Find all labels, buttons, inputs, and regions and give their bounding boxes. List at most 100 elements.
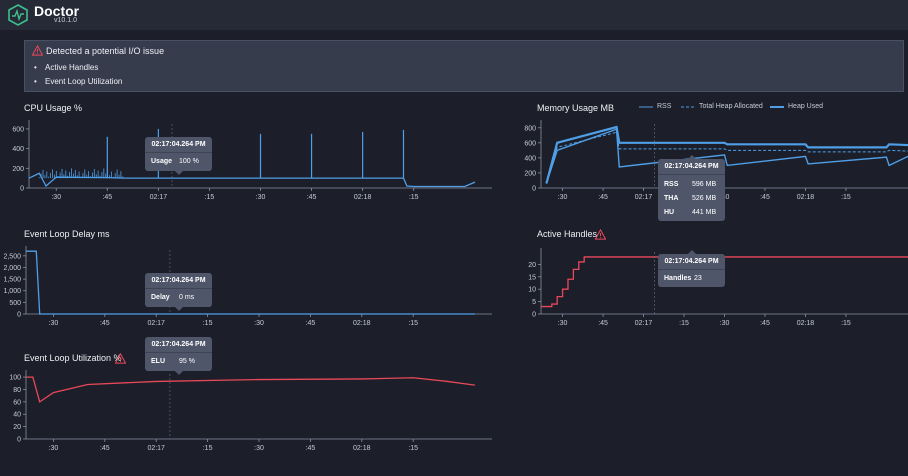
y-tick-label: 200 <box>12 166 24 173</box>
x-tick-label: 02:17 <box>150 194 168 201</box>
tooltip-time: 02:17:04.264 PM <box>664 163 719 170</box>
tooltip-label: Handles <box>664 275 692 282</box>
x-tick-label: :30 <box>49 445 59 452</box>
tooltip-value: 0 ms <box>179 294 195 301</box>
app-header: Doctor v10.1.0 <box>0 0 908 30</box>
legend-hu-swatch <box>770 106 784 108</box>
x-tick-label: 02:17 <box>635 320 653 327</box>
y-tick-label: 500 <box>9 300 21 307</box>
x-tick-label: :30 <box>51 194 61 201</box>
tooltip-label: ELU <box>151 358 165 365</box>
x-tick-label: 02:18 <box>354 194 372 201</box>
x-tick-label: 02:18 <box>797 194 815 201</box>
handles-tooltip: 02:17:04.264 PM Handles 23 <box>658 250 725 287</box>
x-tick-label: :15 <box>841 194 851 201</box>
y-tick-label: 5 <box>532 299 536 306</box>
legend-rss: RSS <box>657 103 672 110</box>
y-tick-label: 80 <box>13 387 21 394</box>
x-tick-label: :45 <box>100 320 110 327</box>
y-tick-label: 200 <box>524 170 536 177</box>
tooltip-time: 02:17:04.264 PM <box>151 141 206 148</box>
tooltip-rss-value: 596 MB <box>692 181 717 188</box>
doctor-logo-icon <box>8 4 28 26</box>
alert-item-active-handles: • Active Handles <box>34 63 99 72</box>
y-tick-label: 2,000 <box>3 265 21 272</box>
y-tick-label: 0 <box>20 186 24 193</box>
x-tick-label: 02:18 <box>353 320 371 327</box>
tooltip-value: 23 <box>694 275 702 282</box>
issue-alert: Detected a potential I/O issue • Active H… <box>24 40 904 92</box>
warning-icon <box>32 45 43 56</box>
x-tick-label: :15 <box>408 320 418 327</box>
y-tick-label: 800 <box>524 125 536 132</box>
x-tick-label: 02:17 <box>635 194 653 201</box>
tooltip-label: Usage <box>151 158 173 165</box>
y-tick-label: 0 <box>17 437 21 444</box>
tooltip-time: 02:17:04.264 PM <box>151 341 206 348</box>
app-version: v10.1.0 <box>54 17 77 24</box>
memory-tooltip: 02:17:04.264 PM RSS 596 MB THA 526 MB HU… <box>658 155 725 221</box>
y-tick-label: 100 <box>9 375 21 382</box>
y-tick-label: 0 <box>17 312 21 319</box>
elu-tooltip: 02:17:04.264 PM ELU 95 % <box>145 337 212 375</box>
alert-item-event-loop-utilization: • Event Loop Utilization <box>34 77 123 86</box>
tooltip-time: 02:17:04.264 PM <box>151 277 206 284</box>
tooltip-value: 100 % <box>179 158 199 165</box>
x-tick-label: :15 <box>679 320 689 327</box>
x-tick-label: :45 <box>102 194 112 201</box>
x-tick-label: :30 <box>558 194 568 201</box>
tooltip-hu-value: 441 MB <box>692 209 717 216</box>
y-tick-label: 0 <box>532 312 536 319</box>
delay-chart-title: Event Loop Delay ms <box>24 229 110 239</box>
y-tick-label: 20 <box>13 424 21 431</box>
handles-warning-icon <box>595 229 606 240</box>
legend-tha-swatch <box>681 106 695 108</box>
elu-chart-title: Event Loop Utilization % <box>24 353 122 363</box>
x-tick-label: 02:17 <box>147 445 165 452</box>
series-heap-used <box>545 128 908 184</box>
tooltip-time: 02:17:04.264 PM <box>664 258 719 265</box>
x-tick-label: :45 <box>598 194 608 201</box>
y-tick-label: 10 <box>528 287 536 294</box>
x-tick-label: :30 <box>254 445 264 452</box>
y-tick-label: 1,500 <box>3 277 21 284</box>
tooltip-value: 95 % <box>179 358 195 365</box>
x-tick-label: :15 <box>203 320 213 327</box>
series-line <box>26 376 475 403</box>
x-tick-label: 02:18 <box>353 445 371 452</box>
y-tick-label: 1,000 <box>3 288 21 295</box>
delay-chart[interactable]: 0 500 1,000 1,500 2,000 2,500:30:45 02:17:15:3… <box>0 244 500 330</box>
x-tick-label: 02:18 <box>797 320 815 327</box>
y-tick-label: 2,500 <box>3 253 21 260</box>
x-tick-label: :15 <box>203 445 213 452</box>
series-line <box>26 250 475 315</box>
delay-tooltip: 02:17:04.264 PM Delay 0 ms <box>145 273 212 311</box>
x-tick-label: :30 <box>558 320 568 327</box>
y-tick-label: 400 <box>524 155 536 162</box>
cpu-chart-title: CPU Usage % <box>24 103 83 113</box>
x-tick-label: :45 <box>100 445 110 452</box>
tooltip-tha-label: THA <box>664 195 679 202</box>
tooltip-label: Delay <box>151 294 170 301</box>
y-tick-label: 600 <box>524 140 536 147</box>
y-tick-label: 600 <box>12 126 24 133</box>
y-tick-label: 40 <box>13 412 21 419</box>
handles-chart[interactable]: 0 5 10 15 20:30:45 02:17:15:30:45 02:18:15 <box>510 244 908 330</box>
series-total-heap-allocated <box>545 131 908 184</box>
cpu-chart[interactable]: 0 200 400 600:30:45 02:17:15:30:45 02:18:15 <box>0 116 500 206</box>
tooltip-rss-label: RSS <box>664 181 679 188</box>
y-tick-label: 60 <box>13 399 21 406</box>
y-tick-label: 20 <box>528 262 536 269</box>
x-tick-label: :15 <box>841 320 851 327</box>
alert-title: Detected a potential I/O issue <box>46 46 165 56</box>
x-tick-label: :15 <box>205 194 215 201</box>
y-tick-label: 400 <box>12 146 24 153</box>
handles-chart-title: Active Handles <box>537 229 598 239</box>
elu-chart[interactable]: 0 20 40 60 80 100:30:45 02:17:15:30:45 02:18:15 <box>0 367 500 455</box>
tooltip-tha-value: 526 MB <box>692 195 717 202</box>
elu-warning-icon <box>115 353 126 364</box>
legend-rss-swatch <box>639 106 653 108</box>
series-rss <box>545 125 908 184</box>
app-title: Doctor <box>34 3 80 19</box>
memory-chart-title: Memory Usage MB <box>537 103 615 113</box>
